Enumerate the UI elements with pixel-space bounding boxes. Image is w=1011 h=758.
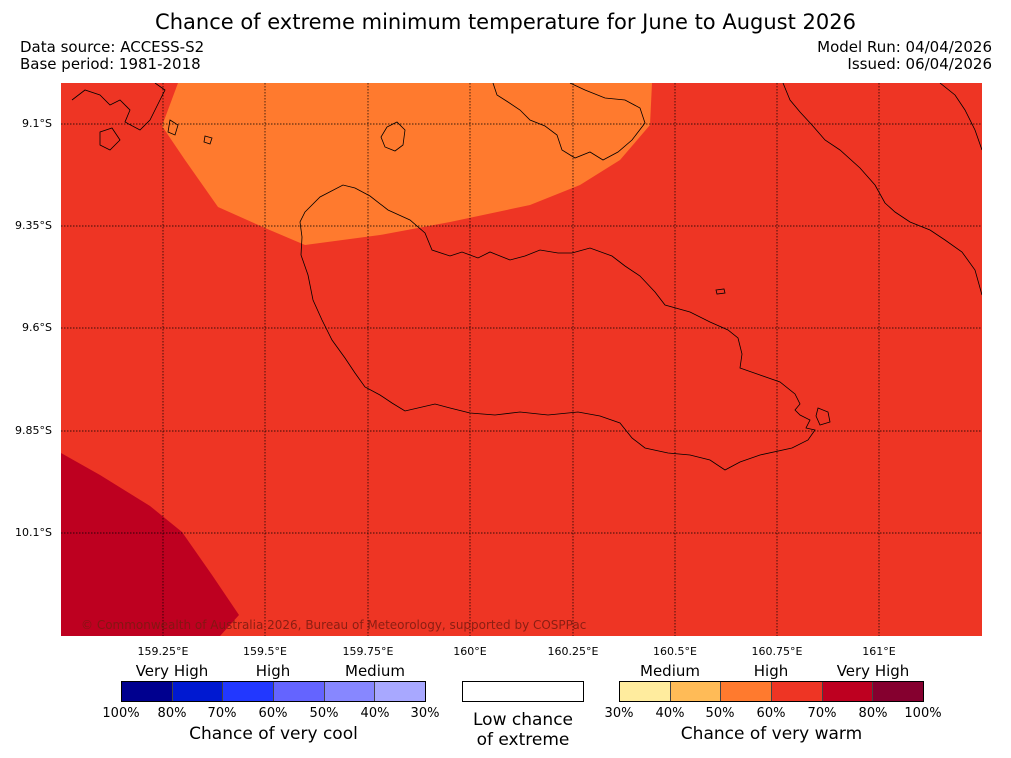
cool-swatch bbox=[375, 682, 426, 701]
warm-percent-label: 60% bbox=[756, 706, 786, 721]
islet-outline bbox=[203, 135, 213, 145]
warm-swatch bbox=[822, 682, 874, 701]
cool-swatch bbox=[223, 682, 275, 701]
warm-swatch bbox=[721, 682, 773, 701]
lat-label: 9.35°S bbox=[15, 219, 52, 232]
cool-percent-label: 80% bbox=[157, 706, 187, 721]
lon-label: 161°E bbox=[862, 645, 896, 658]
guadalcanal-coastline bbox=[299, 184, 816, 471]
graticule bbox=[61, 83, 982, 636]
cool-percent-label: 50% bbox=[309, 706, 339, 721]
cool-percent-label: 30% bbox=[410, 706, 440, 721]
cool-category-label: Very High bbox=[135, 662, 209, 680]
savo-island-coastline bbox=[380, 121, 406, 152]
copyright-notice: © Commonwealth of Australia 2026, Bureau… bbox=[81, 618, 587, 632]
meta-right: Model Run: 04/04/2026 Issued: 06/04/2026 bbox=[817, 39, 992, 73]
warm-swatch bbox=[670, 682, 722, 701]
base-period: Base period: 1981-2018 bbox=[20, 55, 201, 73]
lon-label: 160.25°E bbox=[547, 645, 599, 658]
russell-islands-coastline bbox=[71, 83, 179, 151]
cool-swatch bbox=[274, 682, 325, 701]
chart-title: Chance of extreme minimum temperature fo… bbox=[155, 10, 856, 34]
data-source: Data source: ACCESS-S2 bbox=[20, 38, 205, 56]
cool-percent-label: 40% bbox=[360, 706, 390, 721]
low-chance-line1: Low chance bbox=[473, 710, 573, 730]
lat-label: 9.6°S bbox=[22, 321, 52, 334]
map-area bbox=[61, 83, 982, 636]
lon-label: 160°E bbox=[453, 645, 487, 658]
orange-probability-region bbox=[162, 83, 652, 245]
lon-label: 159.75°E bbox=[342, 645, 394, 658]
dark-red-probability-region bbox=[61, 453, 239, 636]
coastlines bbox=[71, 83, 982, 471]
islet-outline bbox=[815, 407, 831, 426]
meta-left: Data source: ACCESS-S2 Base period: 1981… bbox=[20, 39, 204, 73]
warm-percent-label: 50% bbox=[705, 706, 735, 721]
model-run: Model Run: 04/04/2026 bbox=[817, 38, 992, 56]
warm-swatch bbox=[873, 682, 924, 701]
lat-label: 9.85°S bbox=[15, 424, 52, 437]
cool-swatch bbox=[172, 682, 224, 701]
warm-category-label: High bbox=[753, 662, 789, 680]
warm-percent-label: 70% bbox=[807, 706, 837, 721]
cool-legend-caption: Chance of very cool bbox=[189, 724, 358, 744]
cool-category-label: Medium bbox=[345, 662, 405, 680]
low-chance-swatch bbox=[462, 681, 584, 702]
lon-label: 160.5°E bbox=[653, 645, 697, 658]
cool-swatch bbox=[324, 682, 376, 701]
cool-percent-label: 60% bbox=[258, 706, 288, 721]
warm-percent-label: 80% bbox=[858, 706, 888, 721]
cool-swatch bbox=[122, 682, 173, 701]
warm-category-label: Very High bbox=[836, 662, 910, 680]
low-chance-caption: Low chance of extreme bbox=[462, 710, 584, 750]
warm-percent-label: 40% bbox=[655, 706, 685, 721]
cool-category-label: High bbox=[255, 662, 291, 680]
florida-islands-coastline bbox=[492, 83, 646, 161]
lat-label: 9.1°S bbox=[22, 117, 52, 130]
warm-legend-caption: Chance of very warm bbox=[680, 724, 863, 744]
malaita-coastline bbox=[782, 83, 982, 296]
warm-color-bar bbox=[619, 681, 924, 702]
cool-color-bar bbox=[121, 681, 426, 702]
warm-percent-label: 30% bbox=[604, 706, 634, 721]
warm-percent-label: 100% bbox=[904, 706, 942, 721]
islet-outline bbox=[715, 288, 726, 295]
lat-label: 10.1°S bbox=[15, 526, 52, 539]
lon-label: 159.5°E bbox=[243, 645, 287, 658]
cool-percent-label: 70% bbox=[207, 706, 237, 721]
issued-date: Issued: 06/04/2026 bbox=[847, 55, 992, 73]
lon-label: 160.75°E bbox=[751, 645, 803, 658]
low-chance-line2: of extreme bbox=[476, 730, 570, 750]
warm-category-label: Medium bbox=[640, 662, 700, 680]
lon-label: 159.25°E bbox=[137, 645, 189, 658]
warm-swatch bbox=[772, 682, 823, 701]
warm-swatch bbox=[620, 682, 671, 701]
cool-percent-label: 100% bbox=[102, 706, 140, 721]
